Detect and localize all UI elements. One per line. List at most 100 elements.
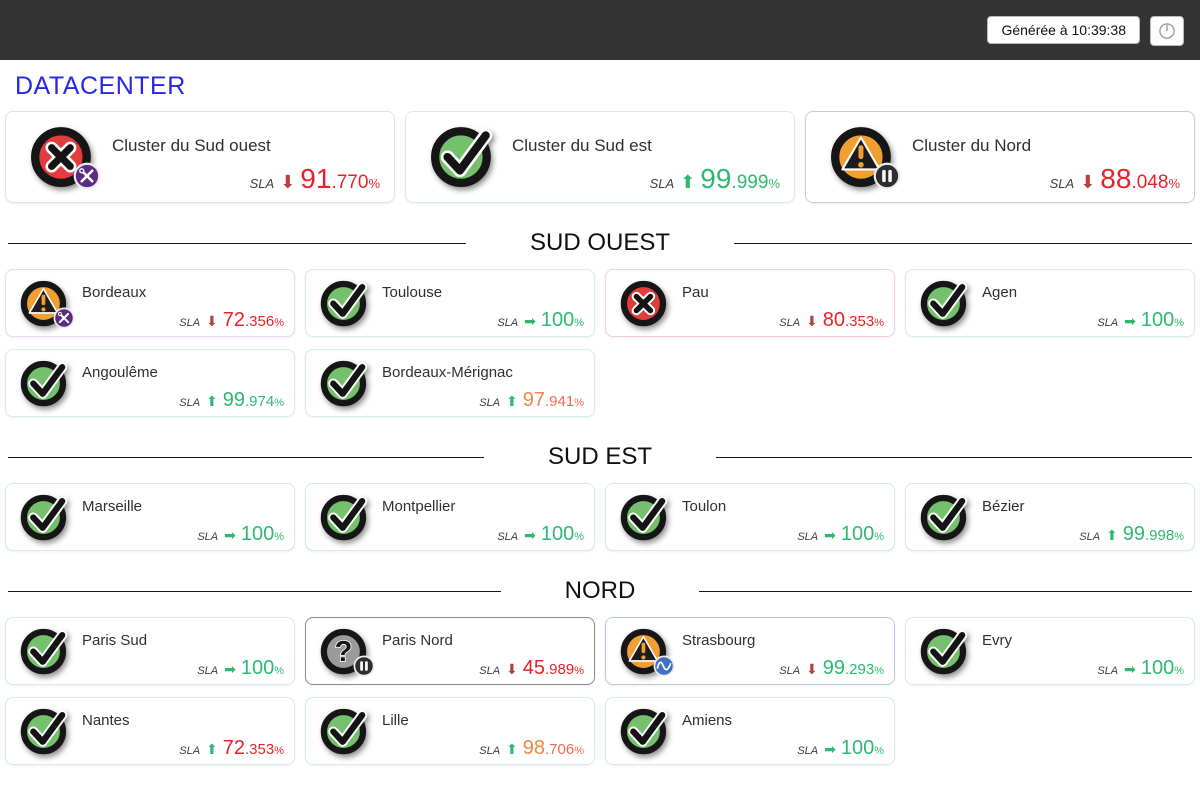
divider-line xyxy=(8,242,466,244)
sla-label: SLA xyxy=(479,745,501,757)
host-grid: Marseille SLA ➡ 100% Montpellier SLA ➡ 100% Toul… xyxy=(0,483,1200,551)
generated-time-button[interactable]: Générée à 10:39:38 xyxy=(987,16,1140,44)
host-card[interactable]: Marseille SLA ➡ 100% xyxy=(5,483,295,551)
sla-label: SLA xyxy=(497,317,519,329)
sla-label: SLA xyxy=(497,531,519,543)
host-name: Montpellier xyxy=(382,498,456,515)
sla-label: SLA xyxy=(479,665,501,677)
sla-integer: 88 xyxy=(1100,163,1132,194)
sla-value: SLA ➡ 100% xyxy=(797,523,884,546)
host-name: Marseille xyxy=(82,498,143,515)
host-name: Agen xyxy=(982,284,1018,301)
host-name: Pau xyxy=(682,284,709,301)
sla-percent-sign: % xyxy=(874,531,884,543)
ok-status-icon xyxy=(320,357,370,407)
sla-percent-sign: % xyxy=(274,665,284,677)
host-card[interactable]: Toulouse SLA ➡ 100% xyxy=(305,269,595,337)
sla-percent-sign: % xyxy=(274,397,284,409)
sla-label: SLA xyxy=(649,176,675,191)
host-name: Nantes xyxy=(82,712,130,729)
host-card[interactable]: Amiens SLA ➡ 100% xyxy=(605,697,895,765)
host-card[interactable]: Strasbourg SLA ⬇ 99.293% xyxy=(605,617,895,685)
host-card[interactable]: Bordeaux-Mérignac SLA ⬆ 97.941% xyxy=(305,349,595,417)
sla-percent-sign: % xyxy=(1174,665,1184,677)
sla-label: SLA xyxy=(479,397,501,409)
sla-integer: 98 xyxy=(522,737,546,759)
sla-label: SLA xyxy=(197,665,219,677)
host-name: Bordeaux xyxy=(82,284,147,301)
sla-label: SLA xyxy=(249,176,275,191)
refresh-button[interactable] xyxy=(1150,16,1184,46)
sla-integer: 99 xyxy=(222,389,246,411)
sla-label: SLA xyxy=(1097,317,1119,329)
host-name: Evry xyxy=(982,632,1012,649)
host-card[interactable]: Evry SLA ➡ 100% xyxy=(905,617,1195,685)
ok-status-icon xyxy=(320,277,370,327)
host-card[interactable]: Lille SLA ⬆ 98.706% xyxy=(305,697,595,765)
host-name: Bordeaux-Mérignac xyxy=(382,364,513,381)
divider-line xyxy=(8,456,484,458)
flap-badge-icon xyxy=(653,655,675,677)
cluster-card[interactable]: Cluster du Sud est SLA ⬆ 99.999% xyxy=(405,111,795,203)
sla-percent-sign: % xyxy=(768,176,780,191)
sla-label: SLA xyxy=(179,745,201,757)
regions: SUD OUEST Bordeaux SLA ⬇ 72.356% Toulouse SLA ➡… xyxy=(0,229,1200,765)
sla-integer: 100 xyxy=(540,523,575,545)
critical-status-icon xyxy=(620,277,670,327)
cluster-row: Cluster du Sud ouest SLA ⬇ 91.770% Cluster d… xyxy=(0,111,1200,203)
sla-value: SLA ➡ 100% xyxy=(1097,309,1184,332)
sla-percent-sign: % xyxy=(574,397,584,409)
host-card[interactable]: Bordeaux SLA ⬇ 72.356% xyxy=(5,269,295,337)
host-name: Bézier xyxy=(982,498,1025,515)
sla-percent-sign: % xyxy=(1174,531,1184,543)
sla-trend-down-arrow-icon: ⬇ xyxy=(506,661,518,677)
sla-value: SLA ⬇ 91.770% xyxy=(250,163,380,195)
pause-badge-icon xyxy=(873,162,901,190)
svg-text:?: ? xyxy=(335,636,353,668)
host-name: Angoulême xyxy=(82,364,158,381)
host-grid: Paris Sud SLA ➡ 100%? Paris Nord SLA ⬇ 45.989% S… xyxy=(0,617,1200,765)
section-title: NORD xyxy=(564,577,636,604)
sla-label: SLA xyxy=(797,745,819,757)
cluster-name: Cluster du Sud ouest xyxy=(112,136,271,155)
sla-trend-up-arrow-icon: ⬆ xyxy=(506,741,518,757)
host-card[interactable]: Angoulême SLA ⬆ 99.974% xyxy=(5,349,295,417)
host-card[interactable]: ? Paris Nord SLA ⬇ 45.989% xyxy=(305,617,595,685)
sla-percent-sign: % xyxy=(574,745,584,757)
wrench-badge-icon xyxy=(53,307,75,329)
sla-trend-down-arrow-icon: ⬇ xyxy=(280,172,296,192)
cluster-card[interactable]: Cluster du Sud ouest SLA ⬇ 91.770% xyxy=(5,111,395,203)
host-card[interactable]: Paris Sud SLA ➡ 100% xyxy=(5,617,295,685)
host-card[interactable]: Bézier SLA ⬆ 99.998% xyxy=(905,483,1195,551)
divider-line xyxy=(699,590,1193,592)
section-title: SUD OUEST xyxy=(530,229,671,256)
warning-status-icon xyxy=(620,625,675,677)
topbar: Générée à 10:39:38 xyxy=(0,0,1200,60)
sla-trend-up-arrow-icon: ⬆ xyxy=(680,172,696,192)
host-grid: Bordeaux SLA ⬇ 72.356% Toulouse SLA ➡ 100% Pau SL… xyxy=(0,269,1200,417)
ok-status-icon xyxy=(920,625,970,675)
sla-trend-steady-arrow-icon: ➡ xyxy=(524,313,536,329)
sla-value: SLA ➡ 100% xyxy=(1097,657,1184,680)
cluster-name: Cluster du Nord xyxy=(912,136,1032,155)
host-card[interactable]: Pau SLA ⬇ 80.353% xyxy=(605,269,895,337)
cluster-card[interactable]: Cluster du Nord SLA ⬇ 88.048% xyxy=(805,111,1195,203)
host-name: Toulon xyxy=(682,498,727,515)
sla-integer: 100 xyxy=(540,309,575,331)
sla-label: SLA xyxy=(179,397,201,409)
host-card[interactable]: Montpellier SLA ➡ 100% xyxy=(305,483,595,551)
ok-status-icon xyxy=(920,277,970,327)
divider-line xyxy=(734,242,1193,244)
critical-status-icon xyxy=(30,122,101,190)
sla-trend-steady-arrow-icon: ➡ xyxy=(1124,661,1136,677)
host-card[interactable]: Agen SLA ➡ 100% xyxy=(905,269,1195,337)
host-card[interactable]: Nantes SLA ⬆ 72.353% xyxy=(5,697,295,765)
sla-fraction: .048 xyxy=(1131,172,1169,193)
sla-trend-steady-arrow-icon: ➡ xyxy=(524,527,536,543)
sla-percent-sign: % xyxy=(1168,176,1180,191)
sla-percent-sign: % xyxy=(368,176,380,191)
section-header: SUD OUEST xyxy=(8,229,1193,257)
host-card[interactable]: Toulon SLA ➡ 100% xyxy=(605,483,895,551)
sla-value: SLA ⬇ 99.293% xyxy=(779,657,884,680)
sla-integer: 100 xyxy=(1140,309,1175,331)
